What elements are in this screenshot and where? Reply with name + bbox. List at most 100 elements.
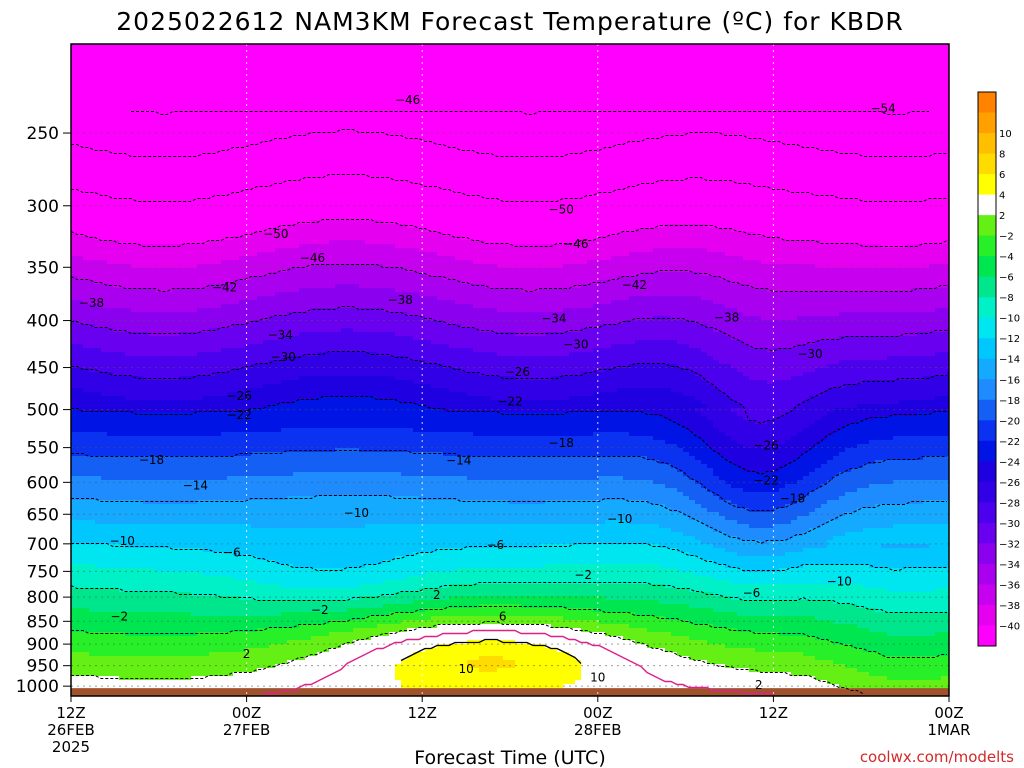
field-cell [233,172,240,177]
field-cell [209,260,216,265]
field-cell [191,320,198,325]
field-cell [83,188,90,193]
field-cell [227,408,234,413]
field-cell [101,340,108,345]
field-cell [125,144,132,149]
field-cell [179,604,186,609]
field-cell [119,160,126,165]
field-cell [107,104,114,109]
field-cell [119,604,126,609]
field-cell [203,572,210,577]
field-cell [119,464,126,469]
field-cell [131,448,138,453]
field-cell [107,672,114,677]
field-cell [179,152,186,157]
field-cell [245,248,252,253]
field-cell [173,188,180,193]
field-cell [107,520,114,525]
field-cell [149,164,156,169]
field-cell [95,504,102,509]
field-cell [77,508,84,513]
field-cell [161,348,168,353]
field-cell [161,288,168,293]
field-cell [95,616,102,621]
field-cell [101,216,108,221]
field-cell [131,624,138,629]
field-cell [215,456,222,461]
field-cell [173,640,180,645]
field-cell [95,640,102,645]
field-cell [179,408,186,413]
field-cell [161,564,168,569]
field-cell [107,588,114,593]
field-cell [119,236,126,241]
field-cell [251,76,258,81]
field-cell [77,636,84,641]
field-cell [233,336,240,341]
field-cell [119,48,126,53]
field-cell [227,492,234,497]
field-cell [119,232,126,237]
field-cell [161,584,168,589]
field-cell [167,80,174,85]
field-cell [161,516,168,521]
field-cell [233,524,240,529]
field-cell [155,100,162,105]
field-cell [155,416,162,421]
field-cell [227,636,234,641]
field-cell [197,364,204,369]
field-cell [113,108,120,113]
field-cell [137,656,144,661]
field-cell [161,196,168,201]
field-cell [185,608,192,613]
field-cell [221,192,228,197]
field-cell [143,456,150,461]
field-cell [89,420,96,425]
field-cell [77,424,84,429]
field-cell [203,156,210,161]
field-cell [155,224,162,229]
field-cell [77,260,84,265]
field-cell [101,212,108,217]
field-cell [251,336,258,341]
field-cell [221,464,228,469]
field-cell [143,548,150,553]
field-cell [167,216,174,221]
field-cell [179,368,186,373]
field-cell [191,144,198,149]
field-cell [227,396,234,401]
field-cell [215,80,222,85]
field-cell [77,396,84,401]
field-cell [203,296,210,301]
field-cell [95,520,102,525]
field-cell [227,348,234,353]
field-cell [107,440,114,445]
field-cell [89,400,96,405]
field-cell [137,164,144,169]
field-cell [149,52,156,57]
field-cell [119,288,126,293]
field-cell [203,524,210,529]
field-cell [215,276,222,281]
field-cell [137,472,144,477]
field-cell [191,340,198,345]
field-cell [239,596,246,601]
field-cell [251,176,258,181]
field-cell [95,64,102,69]
field-cell [83,284,90,289]
field-cell [161,452,168,457]
field-cell [215,204,222,209]
field-cell [203,604,210,609]
field-cell [89,632,96,637]
field-cell [101,676,108,681]
field-cell [119,520,126,525]
field-cell [83,492,90,497]
field-cell [161,104,168,109]
field-cell [113,216,120,221]
field-cell [215,548,222,553]
field-cell [167,252,174,257]
field-cell [113,136,120,141]
field-cell [227,540,234,545]
field-cell [161,388,168,393]
field-cell [113,640,120,645]
